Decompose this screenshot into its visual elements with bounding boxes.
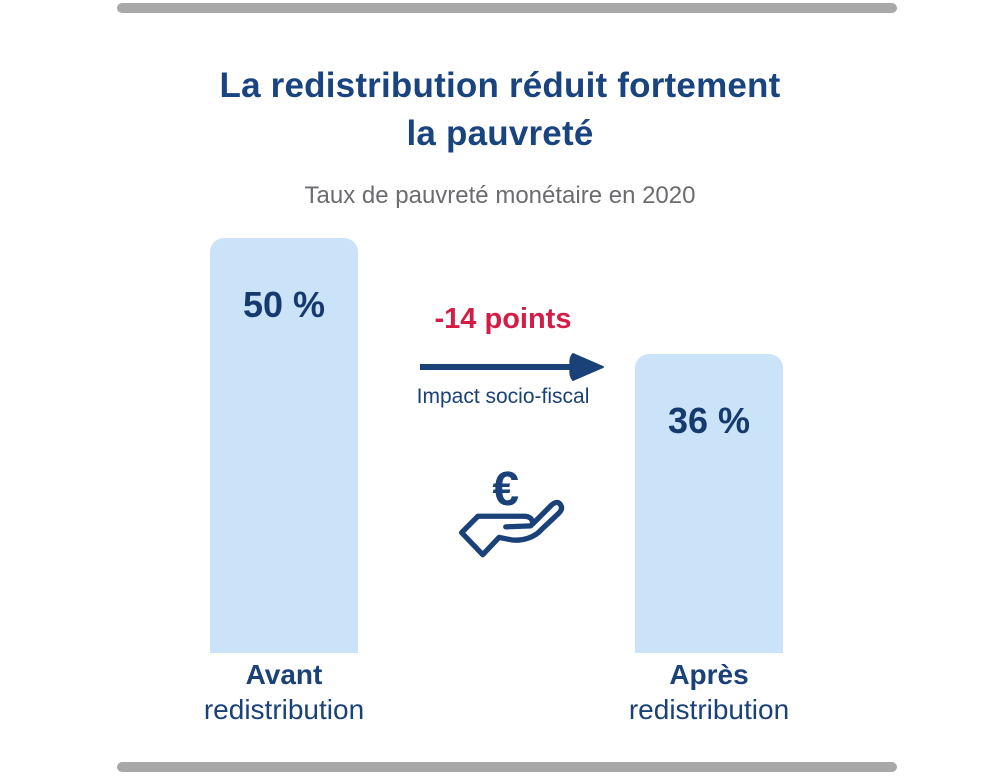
impact-caption: Impact socio-fiscal	[416, 385, 590, 408]
axis-label-avant-line2: redistribution	[203, 694, 365, 725]
chart-title: La redistribution réduit fortement la pa…	[0, 62, 1000, 158]
axis-label-apres-line2: redistribution	[628, 694, 790, 725]
chart-subtitle: Taux de pauvreté monétaire en 2020	[304, 182, 696, 209]
axis-label-avant: Avant redistribution	[154, 657, 414, 727]
chart-title-line1: La redistribution réduit fortement	[219, 66, 781, 105]
euro-hand-icon: €	[452, 455, 572, 567]
bar-apres-redistribution: 36 %	[635, 354, 783, 653]
arrow-right-icon	[419, 351, 605, 383]
euro-symbol: €	[492, 463, 519, 516]
bar-value-apres: 36 %	[667, 400, 751, 441]
axis-label-apres-line1: Après	[669, 659, 749, 690]
top-divider	[117, 3, 897, 13]
delta-label: -14 points	[434, 303, 572, 335]
axis-label-avant-line1: Avant	[245, 659, 323, 690]
chart-title-line2: la pauvreté	[406, 114, 594, 153]
hand-outline	[458, 499, 565, 558]
thumb-line	[503, 523, 534, 530]
bar-value-avant: 50 %	[242, 284, 326, 325]
bottom-divider	[117, 762, 897, 772]
bar-avant-redistribution: 50 %	[210, 238, 358, 653]
axis-label-apres: Après redistribution	[579, 657, 839, 727]
